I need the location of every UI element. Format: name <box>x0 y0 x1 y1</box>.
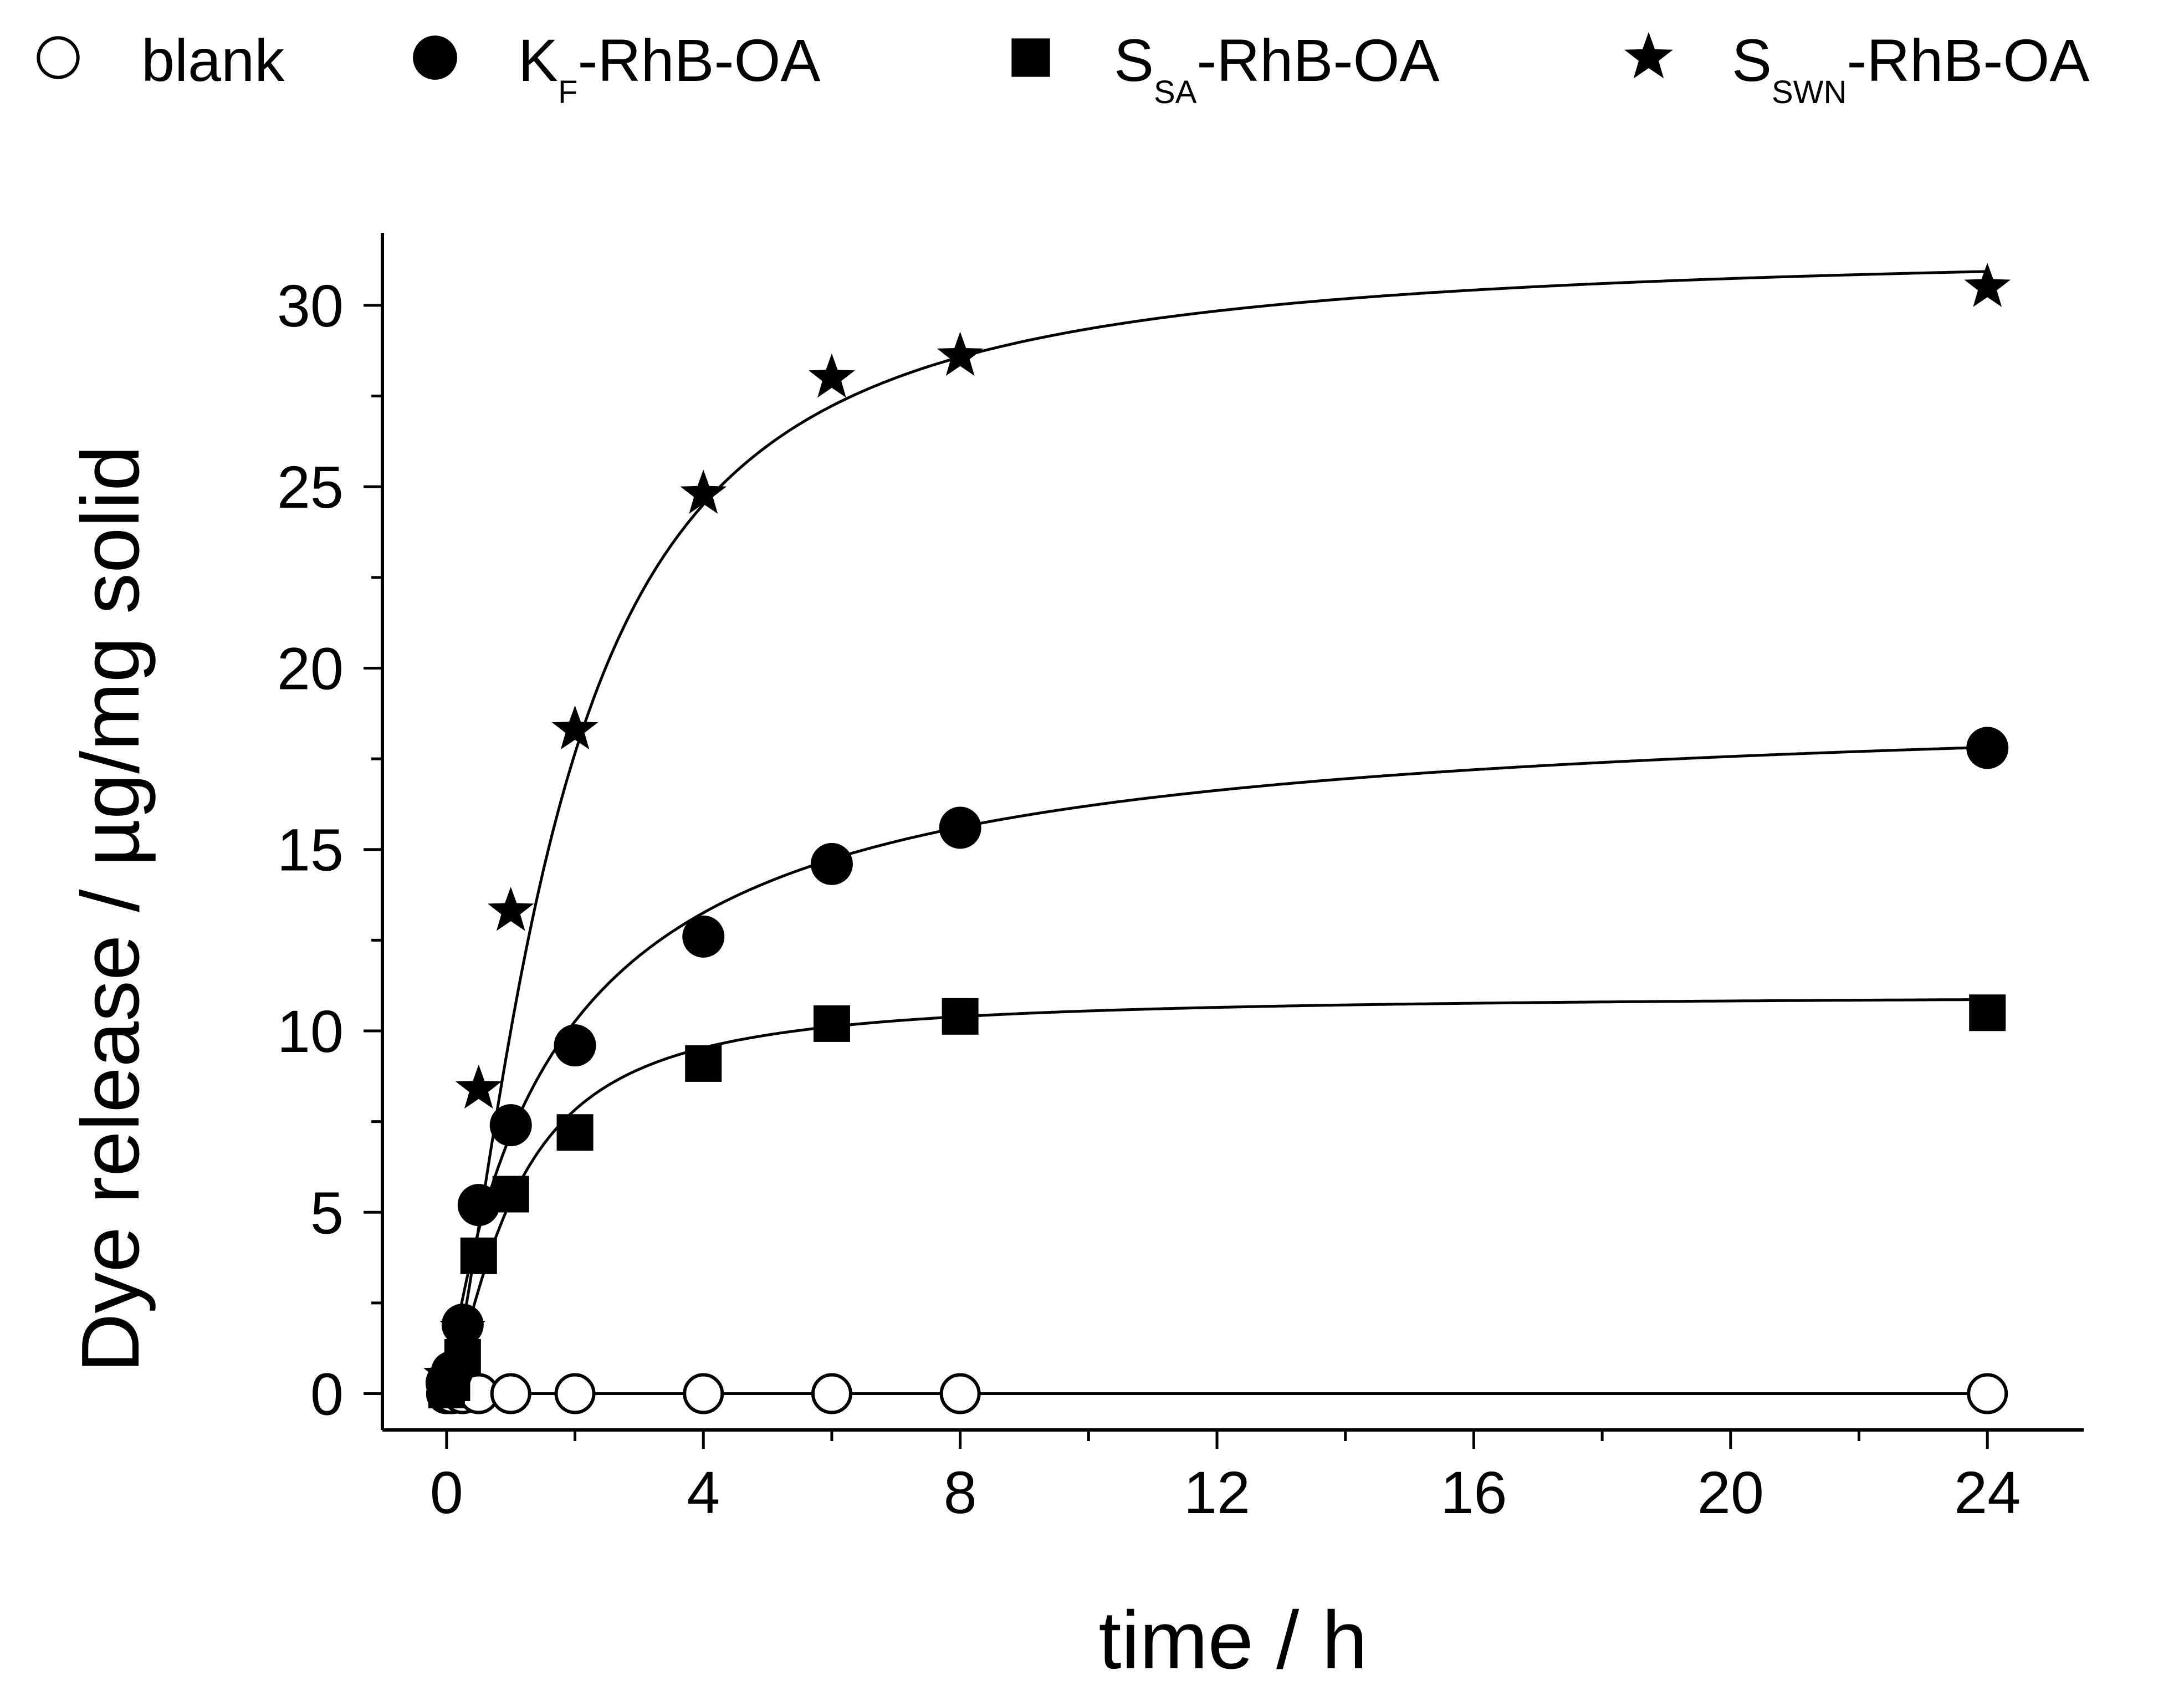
data-point-filled-square <box>460 1237 497 1274</box>
y-tick-label: 25 <box>277 453 344 520</box>
legend-label-subscript: F <box>558 74 577 110</box>
x-tick-label: 4 <box>687 1459 720 1526</box>
data-markers <box>423 263 2011 1414</box>
fit-curve-filled-circle <box>445 745 1988 1394</box>
data-point-open-circle <box>1967 1373 2008 1414</box>
data-point-filled-star <box>487 887 534 931</box>
fit-curve-filled-star <box>445 270 1988 1394</box>
x-tick-label: 12 <box>1184 1459 1250 1526</box>
legend-label: blank <box>141 27 285 94</box>
fit-curve-filled-square <box>445 998 1988 1394</box>
data-point-filled-square <box>556 1114 594 1151</box>
legend-label-rest: -RhB-OA <box>1847 27 2089 94</box>
legend-label-base: S <box>1732 27 1772 94</box>
y-tick-label: 5 <box>310 1179 344 1246</box>
y-axis-title: Dye release / µg/mg solid <box>65 446 156 1373</box>
data-point-filled-star <box>680 469 727 514</box>
data-point-open-circle <box>939 1373 981 1414</box>
legend-entry: SSA-RhB-OA <box>1011 27 1440 110</box>
data-point-filled-circle <box>554 1024 596 1067</box>
data-point-open-circle <box>811 1373 852 1414</box>
legend-label-subscript: SA <box>1154 74 1197 110</box>
data-point-open-circle <box>683 1373 724 1414</box>
data-point-filled-circle <box>457 1184 500 1227</box>
y-tick-label: 30 <box>277 272 344 339</box>
legend-label: SSWN-RhB-OA <box>1732 27 2089 110</box>
data-point-filled-circle <box>939 806 981 849</box>
axes <box>381 233 2084 1432</box>
data-point-filled-square <box>813 1005 850 1042</box>
legend-marker-filled-star <box>1624 32 1673 79</box>
data-point-filled-star <box>428 1351 475 1396</box>
data-point-filled-star <box>455 1064 502 1109</box>
data-point-filled-star <box>551 705 599 750</box>
y-tick-label: 20 <box>277 635 344 702</box>
legend-label-base: S <box>1114 27 1154 94</box>
fit-curves <box>445 270 1988 1395</box>
data-point-filled-star <box>937 331 984 376</box>
data-point-filled-circle <box>682 915 725 958</box>
x-tick-label: 16 <box>1440 1459 1507 1526</box>
x-tick-label: 24 <box>1954 1459 2021 1526</box>
legend-label: KF-RhB-OA <box>518 27 821 110</box>
data-point-filled-circle <box>489 1104 532 1147</box>
y-tick-label: 10 <box>277 998 344 1065</box>
x-tick-label: 20 <box>1697 1459 1764 1526</box>
data-point-filled-star <box>439 1304 486 1348</box>
legend-entry: SSWN-RhB-OA <box>1624 27 2089 110</box>
data-point-filled-square <box>942 998 979 1035</box>
ticks: 0 4 8 12 16 20 24 0 5 10 15 20 25 30 <box>277 272 2021 1526</box>
legend-entry: blank <box>37 27 285 94</box>
data-point-open-circle <box>554 1373 596 1414</box>
y-tick-label: 15 <box>277 816 344 883</box>
legend: blank KF-RhB-OA SSA-RhB-OA SSWN-RhB-OA <box>37 27 2089 110</box>
legend-label-base: K <box>518 27 558 94</box>
legend-marker-open-circle <box>37 36 80 79</box>
legend-label-base: blank <box>141 27 285 94</box>
x-axis-title: time / h <box>1098 1595 1367 1686</box>
y-tick-label: 0 <box>310 1361 344 1428</box>
legend-label-subscript: SWN <box>1772 74 1847 110</box>
x-tick-label: 8 <box>944 1459 977 1526</box>
data-point-filled-square <box>685 1045 722 1082</box>
legend-entry: KF-RhB-OA <box>413 27 821 110</box>
data-point-filled-circle <box>810 842 853 885</box>
legend-marker-filled-square <box>1011 38 1050 77</box>
data-point-filled-square <box>492 1176 529 1213</box>
data-point-filled-star <box>809 353 855 398</box>
legend-label: SSA-RhB-OA <box>1114 27 1440 110</box>
legend-label-rest: -RhB-OA <box>1196 27 1439 94</box>
legend-label-rest: -RhB-OA <box>577 27 820 94</box>
legend-marker-filled-circle <box>413 35 457 80</box>
data-point-filled-star <box>1964 263 2011 307</box>
data-point-filled-circle <box>1966 727 2009 769</box>
data-point-open-circle <box>490 1373 531 1414</box>
x-tick-label: 0 <box>430 1459 463 1526</box>
data-point-filled-square <box>1969 994 2006 1031</box>
